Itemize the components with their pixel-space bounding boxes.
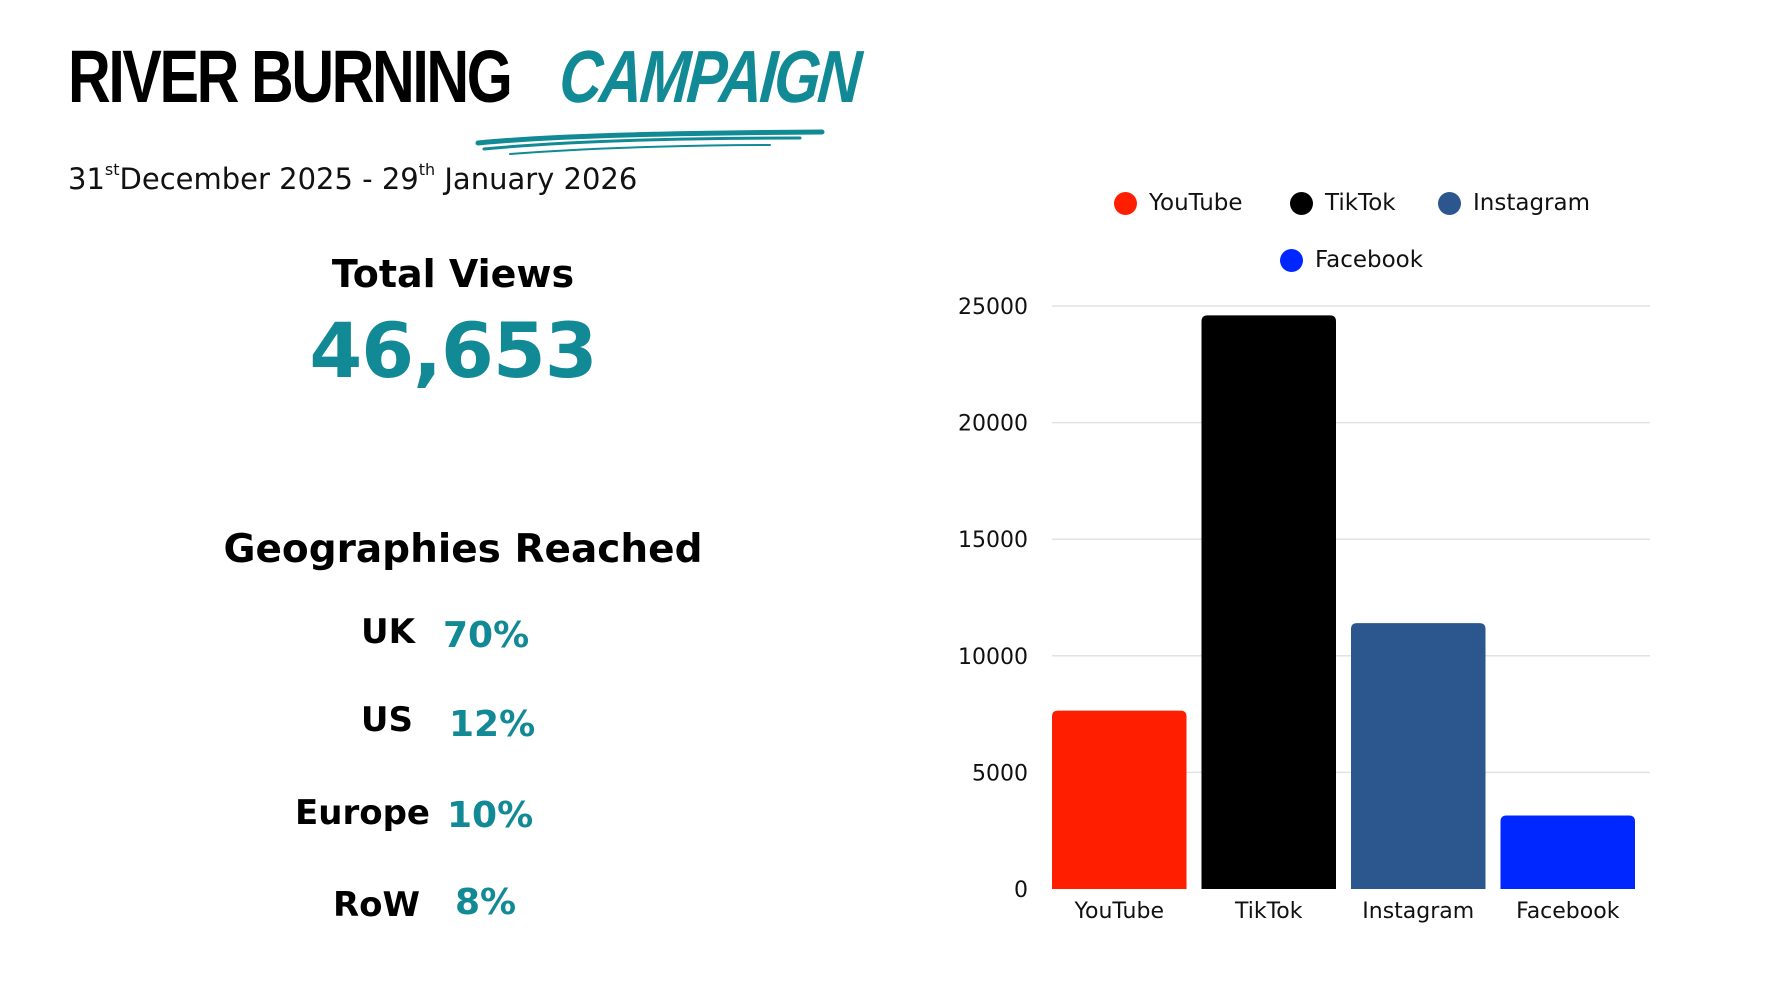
geo-row: UK 70% bbox=[0, 612, 900, 662]
legend-item-facebook: Facebook bbox=[1280, 247, 1423, 273]
geographies-heading: Geographies Reached bbox=[223, 527, 703, 572]
legend-item-tiktok: TikTok bbox=[1290, 190, 1396, 216]
legend-label: TikTok bbox=[1325, 190, 1396, 216]
total-views-label: Total Views bbox=[331, 252, 575, 296]
bar-tiktok bbox=[1201, 315, 1336, 889]
legend-label: YouTube bbox=[1149, 190, 1243, 216]
y-tick-label: 5000 bbox=[972, 761, 1028, 786]
legend-label: Instagram bbox=[1473, 190, 1591, 216]
geo-percent-value: 10% bbox=[447, 795, 534, 836]
x-tick-label: Instagram bbox=[1362, 899, 1474, 924]
geo-region-label: UK bbox=[361, 612, 415, 652]
x-tick-label: YouTube bbox=[1074, 899, 1164, 924]
date-start-day: 31 bbox=[68, 162, 105, 196]
x-tick-label: TikTok bbox=[1234, 899, 1303, 924]
y-tick-label: 20000 bbox=[958, 412, 1028, 437]
geo-region-label: Europe bbox=[295, 793, 430, 833]
legend-swatch bbox=[1114, 191, 1137, 215]
x-tick-label: Facebook bbox=[1516, 899, 1620, 924]
bar-youtube bbox=[1052, 710, 1187, 889]
y-tick-label: 0 bbox=[1014, 878, 1028, 903]
legend-swatch bbox=[1290, 191, 1313, 215]
bar-facebook bbox=[1500, 815, 1635, 889]
geo-row: RoW 8% bbox=[0, 882, 900, 935]
title-main: RIVER BURNING bbox=[68, 35, 513, 118]
legend-item-instagram: Instagram bbox=[1438, 190, 1590, 216]
geo-region-label: US bbox=[360, 700, 413, 740]
total-views-value: 46,653 bbox=[309, 306, 597, 395]
legend-item-youtube: YouTube bbox=[1114, 190, 1243, 216]
y-tick-label: 10000 bbox=[958, 645, 1028, 670]
date-start-rest: December 2025 - 29 bbox=[119, 162, 419, 196]
legend-swatch bbox=[1438, 191, 1461, 215]
brush-underline-decoration bbox=[475, 129, 825, 155]
date-start-suffix: st bbox=[104, 160, 120, 179]
geo-percent-value: 12% bbox=[449, 704, 536, 745]
geo-row: US 12% bbox=[0, 700, 900, 750]
legend-swatch bbox=[1280, 248, 1303, 272]
date-end-suffix: th bbox=[418, 160, 436, 179]
legend-label: Facebook bbox=[1315, 247, 1424, 273]
date-end-rest: January 2026 bbox=[435, 162, 638, 196]
geo-percent-value: 8% bbox=[455, 882, 517, 923]
y-tick-label: 25000 bbox=[958, 295, 1028, 320]
geo-percent-value: 70% bbox=[443, 615, 530, 656]
geo-row: Europe 10% bbox=[0, 793, 900, 843]
campaign-title: RIVER BURNING CAMPAIGN bbox=[68, 35, 862, 118]
geo-region-label: RoW bbox=[332, 885, 420, 925]
bar-instagram bbox=[1351, 623, 1486, 889]
y-tick-label: 15000 bbox=[958, 528, 1028, 553]
date-range: 31stDecember 2025 - 29th January 2026 bbox=[68, 160, 638, 197]
